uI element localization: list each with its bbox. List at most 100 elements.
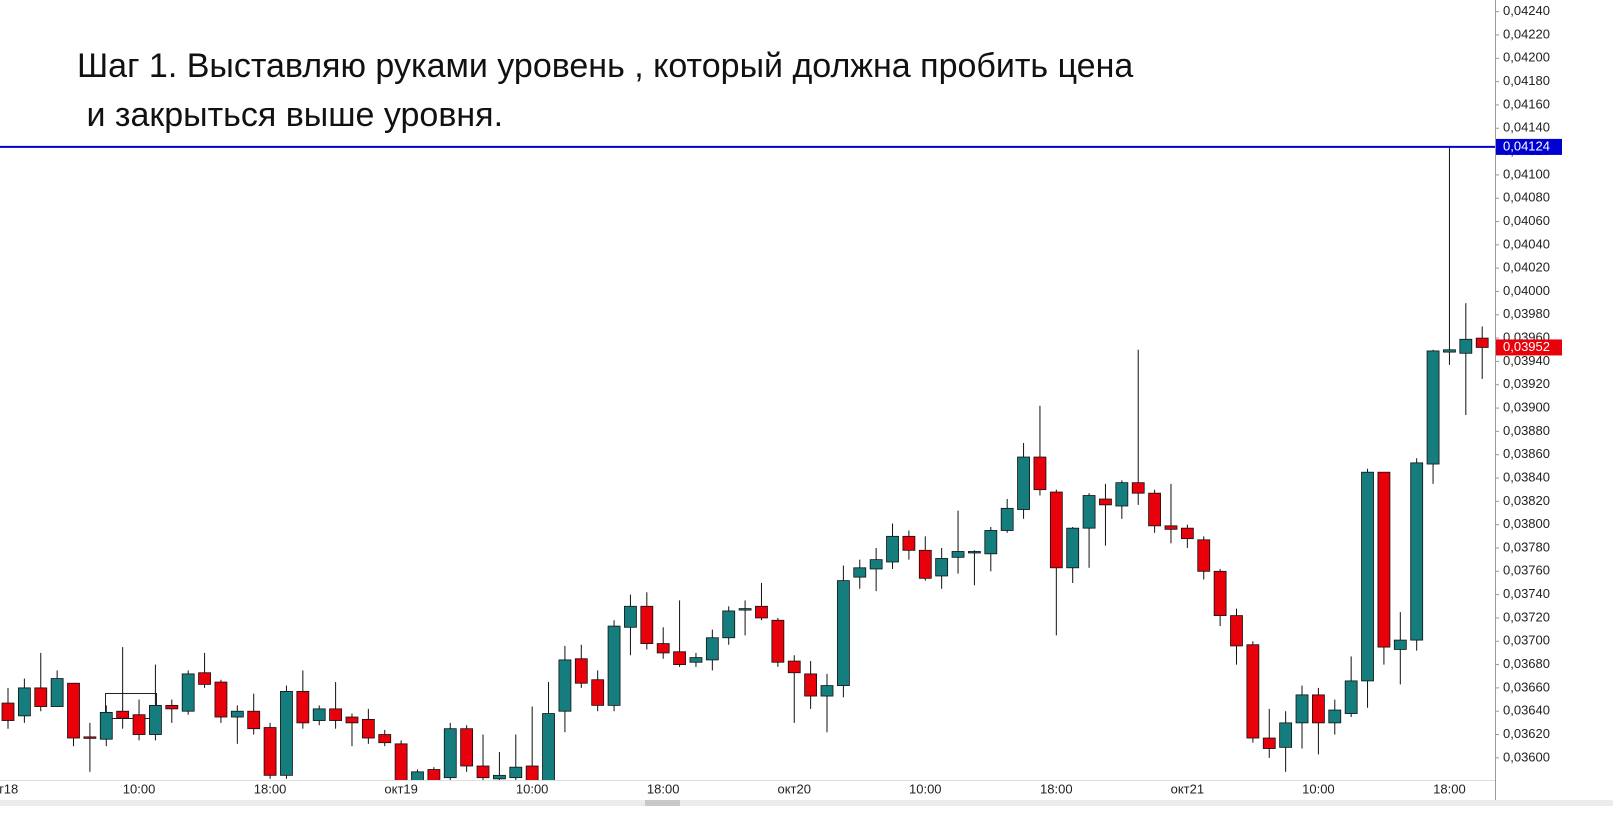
y-tick-label: 0,03980 (1503, 306, 1550, 321)
candle-body (1295, 694, 1309, 724)
candle-body (1279, 722, 1293, 748)
candle-body (312, 708, 326, 721)
candle-body (525, 765, 539, 780)
candle-body (492, 774, 506, 780)
level-label-box (1496, 138, 1562, 155)
candle-body (558, 659, 572, 712)
candle-body (1213, 570, 1227, 617)
candle-body (427, 769, 441, 780)
scrollbar-thumb[interactable] (645, 800, 680, 806)
candle-body (116, 710, 130, 719)
y-tick-label: 0,03600 (1503, 749, 1550, 764)
candle-body (17, 687, 31, 717)
candle-body (99, 711, 113, 740)
candles (1, 146, 1489, 780)
candle-body (804, 673, 818, 697)
y-tick-label: 0,04200 (1503, 50, 1550, 65)
y-tick-label: 0,03660 (1503, 679, 1550, 694)
x-tick-label: 18:00 (647, 781, 680, 796)
candle-body (1180, 527, 1194, 540)
y-tick-label: 0,03880 (1503, 423, 1550, 438)
candle-body (1115, 482, 1129, 507)
x-tick-label: окт19 (384, 781, 417, 796)
candle-body (836, 580, 850, 686)
candle-body (345, 716, 359, 724)
candle-body (869, 559, 883, 570)
candle-body (1328, 709, 1342, 724)
y-tick-label: 0,03720 (1503, 609, 1550, 624)
y-tick-label: 0,03860 (1503, 446, 1550, 461)
candle-body (460, 728, 474, 767)
last-price-label: 0,03952 (1503, 339, 1550, 354)
scrollbar[interactable] (0, 800, 1613, 806)
candle-body (673, 651, 686, 665)
annotation-line: Шаг 1. Выставляю руками уровень , которы… (77, 47, 1133, 85)
candle-body (574, 658, 588, 684)
y-tick-label: 0,04140 (1503, 120, 1550, 135)
candle-body (50, 678, 64, 707)
x-tick-label: 18:00 (1040, 781, 1073, 796)
candle-body (1361, 471, 1374, 682)
y-tick-label: 0,03780 (1503, 539, 1550, 554)
x-tick-label: окт21 (1171, 781, 1204, 796)
candle-body (1000, 507, 1014, 531)
y-tick-label: 0,03620 (1503, 726, 1550, 741)
candle-body (1475, 337, 1489, 348)
y-tick-label: 0,04160 (1503, 96, 1550, 111)
y-tick-label: 0,03760 (1503, 563, 1550, 578)
y-tick-label: 0,03940 (1503, 353, 1550, 368)
y-tick-label: 0,03920 (1503, 376, 1550, 391)
candle-body (1, 702, 15, 721)
candle-body (771, 619, 785, 663)
candle-body (918, 549, 932, 579)
candle-body (951, 551, 965, 558)
level-label: 0,04124 (1503, 138, 1550, 153)
candle-body (378, 734, 392, 744)
x-tick-label: т18 (0, 781, 18, 796)
candle-body (149, 704, 162, 735)
candle-body (411, 771, 424, 780)
candle-body (1082, 495, 1096, 529)
candle-body (1312, 694, 1325, 724)
candle-body (935, 558, 949, 577)
candle-body (280, 690, 293, 776)
y-tick-label: 0,03640 (1503, 703, 1550, 718)
y-tick-label: 0,03900 (1503, 400, 1550, 415)
x-tick-label: 10:00 (516, 781, 549, 796)
candle-body (984, 530, 998, 555)
y-tick-label: 0,03840 (1503, 469, 1550, 484)
candle-body (361, 718, 375, 739)
candle-body (1426, 350, 1440, 465)
y-tick-label: 0,04180 (1503, 73, 1550, 88)
candle-body (607, 625, 621, 706)
candle-body (640, 605, 654, 644)
candle-body (902, 535, 916, 551)
x-tick-label: 18:00 (1433, 781, 1466, 796)
candle-body (968, 551, 981, 554)
candle-body (34, 687, 48, 707)
x-tick-label: 10:00 (909, 781, 942, 796)
candle-body (132, 714, 146, 735)
candle-body (1148, 492, 1161, 527)
candle-body (230, 710, 244, 718)
candle-body (722, 610, 736, 639)
last-price-box (1496, 339, 1562, 356)
candle-body (1066, 527, 1080, 569)
y-tick-label: 0,03700 (1503, 633, 1550, 648)
candle-body (624, 605, 637, 628)
candle-body (1049, 491, 1063, 569)
y-tick-label: 0,03820 (1503, 493, 1550, 508)
candle-body (509, 766, 523, 779)
candle-body (591, 679, 605, 706)
candle-body (394, 743, 408, 780)
x-tick-label: окт20 (777, 781, 810, 796)
candle-body (542, 713, 555, 780)
y-tick-label: 0,03740 (1503, 586, 1550, 601)
candle-body (755, 605, 768, 619)
candle-body (1017, 456, 1030, 510)
y-tick-label: 0,04040 (1503, 236, 1550, 251)
candle-body (705, 637, 719, 661)
candle-body (329, 708, 343, 721)
x-tick-label: 10:00 (1302, 781, 1335, 796)
candle-body (1099, 498, 1112, 506)
